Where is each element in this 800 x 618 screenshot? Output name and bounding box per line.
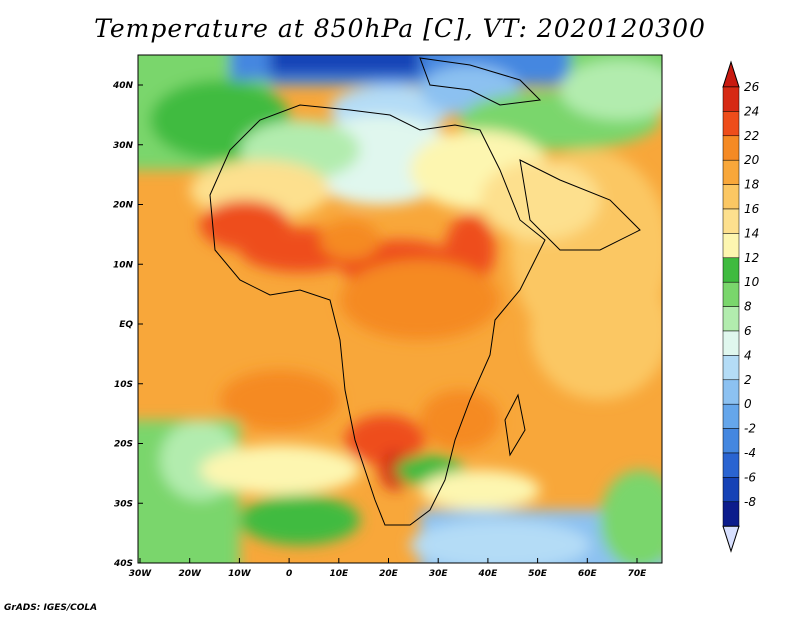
lon-tick-label: 50E <box>528 569 548 579</box>
lon-tick-label: 10W <box>228 569 252 579</box>
temperature-field <box>138 55 662 563</box>
lon-tick-label: 40E <box>478 569 499 579</box>
lat-tick-label: 40S <box>113 559 133 569</box>
colorbar-overflow-top <box>722 60 740 88</box>
plot-frame <box>137 54 663 564</box>
lon-tick-label: 70E <box>628 569 648 579</box>
colorbar-swatch <box>722 403 740 429</box>
colorbar-swatch <box>722 86 740 112</box>
colorbar-label: -6 <box>744 470 756 484</box>
colorbar-label: 4 <box>744 348 752 362</box>
colorbar-swatch <box>722 379 740 405</box>
lat-tick-label: 30N <box>113 141 134 151</box>
colorbar-label: 16 <box>744 202 760 216</box>
lat-tick-label: 20S <box>114 440 133 450</box>
colorbar-swatch <box>722 330 740 356</box>
colorbar-label: 6 <box>744 324 752 338</box>
grads-credit: GrADS: IGES/COLA <box>4 603 98 613</box>
lon-tick-label: 60E <box>578 569 598 579</box>
colorbar-swatch <box>722 477 740 503</box>
colorbar-label: 12 <box>744 251 759 265</box>
colorbar-swatch <box>722 452 740 478</box>
lat-tick-label: 20N <box>113 201 134 211</box>
colorbar-label: -8 <box>744 495 756 509</box>
colorbar-label: 18 <box>744 178 760 192</box>
lat-tick-label: 10N <box>113 260 134 270</box>
colorbar-swatch <box>722 184 740 210</box>
colorbar-label: 20 <box>744 153 760 167</box>
lon-tick-label: 0 <box>286 569 292 579</box>
colorbar-swatch <box>722 159 740 185</box>
lon-tick-label: 20E <box>379 569 399 579</box>
colorbar-label: 8 <box>744 300 752 314</box>
colorbar-swatch <box>722 208 740 234</box>
colorbar-swatch <box>722 428 740 454</box>
colorbar-overflow-bottom <box>722 525 740 553</box>
colorbar-label: 10 <box>744 275 760 289</box>
lat-tick-label: 10S <box>114 380 133 390</box>
colorbar-label: 22 <box>744 129 759 143</box>
lon-tick-label: 30E <box>429 569 449 579</box>
lon-tick-label: 10E <box>329 569 349 579</box>
coastline <box>209 57 641 526</box>
latitude-ticks: 40N 30N 20N 10N EQ 10S 20S 30S 40S <box>112 81 143 569</box>
colorbar-swatch <box>722 281 740 307</box>
colorbar-swatch <box>722 501 740 527</box>
lon-tick-label: 30W <box>129 569 153 579</box>
colorbar-label: 0 <box>744 397 752 411</box>
lat-tick-label: 40N <box>112 81 134 91</box>
lat-tick-label: 30S <box>114 499 133 509</box>
colorbar-swatch <box>722 306 740 332</box>
map-title: Temperature at 850hPa [C], VT: 202012030… <box>94 14 706 43</box>
lon-tick-label: 20W <box>178 569 202 579</box>
colorbar-swatch <box>722 355 740 381</box>
colorbar-swatch <box>722 257 740 283</box>
colorbar-label: 24 <box>744 104 759 118</box>
colorbar-label: -4 <box>744 446 756 460</box>
longitude-ticks: 30W 20W 10W 0 10E 20E 30E 40E 50E 60E 70E <box>129 558 647 579</box>
colorbar-label: -2 <box>744 422 756 436</box>
colorbar-swatch <box>722 111 740 137</box>
colorbar-label: 2 <box>744 373 752 387</box>
colorbar-swatch <box>722 135 740 161</box>
colorbar-label: 26 <box>744 80 760 94</box>
colorbar-swatch <box>722 233 740 259</box>
lat-tick-label: EQ <box>119 320 133 330</box>
colorbar-label: 14 <box>744 226 759 240</box>
